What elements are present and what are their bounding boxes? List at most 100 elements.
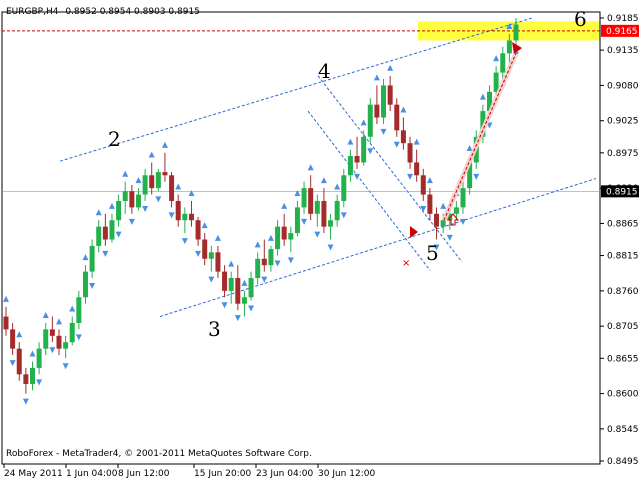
candle-body: [63, 342, 69, 349]
candle-body: [241, 297, 247, 304]
candle-body: [381, 85, 387, 118]
fractal-arrow-down: [115, 231, 122, 238]
fractal-arrow-up: [440, 202, 447, 209]
fractal-arrow-up: [506, 23, 513, 30]
fractal-arrow-up: [347, 138, 354, 145]
fractal-arrow-up: [42, 311, 49, 318]
y-axis: 0.91850.91350.90800.90250.89750.89200.88…: [600, 14, 639, 467]
y-tick-label: 0.9185: [607, 14, 639, 24]
fractal-arrow-up: [281, 202, 288, 209]
candle-body: [321, 200, 327, 227]
fractal-arrow-up: [3, 295, 9, 302]
candle-body: [288, 233, 294, 240]
fractal-arrow-up: [55, 318, 62, 325]
candle-body: [228, 278, 234, 291]
fractal-arrow-down: [102, 250, 109, 257]
fractal-arrow-up: [29, 350, 36, 357]
y-tick-label: 0.8865: [607, 219, 639, 229]
price-label-box: [601, 24, 639, 37]
fractal-arrow-down: [89, 283, 96, 290]
fractal-arrow-up: [175, 183, 182, 190]
x-tick-label: 15 Jun 20:00: [194, 469, 251, 479]
fractal-arrow-down: [407, 173, 414, 180]
fractal-arrow-down: [314, 231, 321, 238]
fractal-arrow-down: [433, 244, 440, 251]
fractal-arrow-up: [426, 177, 433, 184]
y-tick-label: 0.9135: [607, 46, 639, 56]
channel-line: [307, 110, 431, 271]
price-label-box: [601, 185, 639, 198]
fractal-arrow-down: [327, 244, 334, 251]
candle-body: [374, 104, 380, 118]
candle-body: [301, 188, 307, 208]
candle-body: [10, 329, 16, 349]
fractal-arrow-up: [95, 209, 102, 216]
candle-body: [314, 200, 320, 214]
fractal-arrow-down: [36, 379, 43, 386]
fractal-arrow-down: [9, 360, 16, 367]
candle-body: [294, 207, 300, 234]
fractal-arrow-up: [201, 222, 208, 229]
fractal-arrow-down: [261, 276, 268, 283]
candle-body: [56, 335, 62, 349]
buy-arrow-outline: [446, 213, 460, 226]
fractal-arrow-down: [128, 218, 135, 225]
fractal-arrow-down: [234, 315, 241, 322]
fractal-arrow-up: [373, 74, 380, 81]
fractal-arrow-up: [108, 202, 115, 209]
fractal-arrow-down: [49, 347, 56, 354]
candle-body: [175, 200, 181, 221]
y-tick-label: 0.8600: [607, 390, 639, 400]
plot-frame: [1, 11, 601, 465]
fractal-arrow-down: [380, 128, 387, 135]
fractal-arrow-up: [334, 183, 341, 190]
copyright-text: RoboForex - MetaTrader4, © 2001-2011 Met…: [6, 449, 312, 459]
y-tick-label: 0.8815: [607, 252, 639, 262]
wave-label: 6: [574, 7, 587, 31]
fractal-arrow-down: [340, 212, 347, 219]
fractal-arrow-down: [181, 238, 188, 245]
fractal-arrow-up: [188, 189, 195, 196]
stop-cross: ×: [402, 258, 410, 269]
price-labels: 0.9165 0.8915: [601, 24, 639, 198]
candle-body: [169, 175, 175, 201]
candle-body: [434, 213, 440, 227]
candle-body: [102, 226, 108, 240]
fractal-arrow-up: [413, 138, 420, 145]
channel-line: [159, 178, 597, 318]
candle-body: [96, 226, 102, 246]
channel-lines: [2, 17, 600, 318]
fractal-arrow-up: [135, 177, 142, 184]
fractal-arrow-down: [446, 234, 453, 241]
candle-body: [460, 188, 466, 208]
candle-body: [162, 172, 168, 176]
fractal-arrow-up: [161, 141, 168, 148]
y-tick-label: 0.9025: [607, 117, 639, 127]
candle-body: [222, 271, 228, 291]
fractal-arrows: [3, 23, 519, 405]
candle-body: [69, 322, 75, 343]
fractal-arrow-down: [142, 205, 149, 212]
fractal-arrow-down: [22, 398, 29, 405]
candle-body: [23, 374, 29, 384]
candle-body: [76, 297, 82, 323]
candle-body: [82, 271, 88, 298]
fractal-arrow-up: [400, 106, 407, 113]
fractal-arrow-up: [294, 189, 301, 196]
wave-label: 2: [108, 127, 121, 151]
x-tick-label: 30 Jun 12:00: [318, 469, 375, 479]
annotations: 2 3 4 5 6 ×: [108, 7, 587, 341]
candle-body: [487, 91, 493, 112]
wave-label: 4: [318, 59, 331, 83]
candle-body: [420, 175, 426, 195]
fractal-arrow-down: [195, 250, 202, 257]
chart-header: EURGBP,H4 0.8952 0.8954 0.8903 0.8915: [6, 7, 200, 17]
candle-body: [129, 191, 135, 208]
candle-body: [506, 40, 512, 54]
candle-body: [122, 191, 128, 201]
fractal-arrow-up: [82, 254, 89, 261]
fractal-arrow-down: [62, 363, 69, 370]
fractal-arrow-up: [241, 279, 248, 286]
fractal-arrow-up: [320, 177, 327, 184]
